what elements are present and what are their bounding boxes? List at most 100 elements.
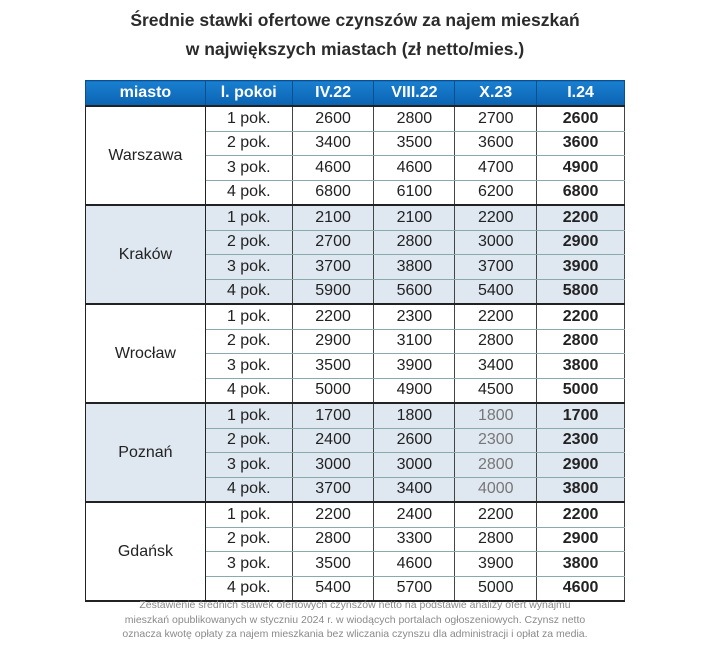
rooms-cell: 3 pok. — [204, 452, 293, 478]
rooms-cell: 4 pok. — [204, 278, 293, 305]
price-cell: 2900 — [536, 452, 625, 478]
price-cell: 2200 — [291, 501, 375, 528]
rent-table: miasto l. pokoi IV.22 VIII.22 X.23 I.24 … — [85, 80, 625, 602]
price-cell: 2800 — [373, 105, 456, 132]
price-cell: 3600 — [536, 130, 625, 156]
price-cell: 3300 — [373, 526, 456, 552]
city-group: Poznań 1 pok. 1700 1800 1800 1700 2 pok. 2400 26… — [85, 402, 625, 503]
price-cell: 4600 — [373, 551, 456, 577]
price-cell: 3500 — [373, 130, 456, 156]
table-row: Wrocław 1 pok. 2200 2300 2200 2200 — [85, 303, 625, 404]
price-cell: 3800 — [536, 476, 625, 503]
title-line-2: w największych miastach (zł netto/mies.) — [185, 39, 525, 59]
city-cell: Poznań — [85, 402, 206, 503]
price-cell: 6800 — [536, 179, 625, 206]
price-cell: 3800 — [373, 254, 456, 280]
price-cell: 6800 — [291, 179, 375, 206]
price-cell: 2800 — [454, 452, 538, 478]
header-x23: X.23 — [454, 80, 538, 107]
price-cell: 2600 — [373, 427, 456, 453]
price-cell: 3600 — [454, 130, 538, 156]
price-cell: 5000 — [291, 377, 375, 404]
price-cell: 2200 — [454, 204, 538, 231]
price-cell: 3000 — [291, 452, 375, 478]
price-cell: 4700 — [454, 155, 538, 181]
price-cell: 5400 — [454, 278, 538, 305]
price-cell: 1800 — [373, 402, 456, 429]
rooms-cell: 1 pok. — [204, 501, 293, 528]
price-cell: 2300 — [454, 427, 538, 453]
table-row: 3 pok. 4600 4600 4700 4900 — [86, 155, 625, 181]
price-cell: 6200 — [454, 179, 538, 206]
page-title: Średnie stawki ofertowe czynszów za naje… — [0, 6, 710, 64]
price-cell: 2200 — [536, 501, 625, 528]
price-cell: 3400 — [291, 130, 375, 156]
rooms-cell: 4 pok. — [204, 476, 293, 503]
city-group: Wrocław 1 pok. 2200 2300 2200 2200 2 pok. 2900 3… — [85, 303, 625, 404]
table-row: 2 pok. 2800 3300 2800 2900 — [86, 526, 625, 552]
title-line-1: Średnie stawki ofertowe czynszów za naje… — [130, 10, 580, 30]
header-row: miasto l. pokoi IV.22 VIII.22 X.23 I.24 — [85, 80, 625, 107]
city-cell: Wrocław — [85, 303, 206, 404]
price-cell: 3800 — [536, 551, 625, 577]
price-cell: 3700 — [291, 254, 375, 280]
header-viii22: VIII.22 — [373, 80, 456, 107]
rooms-cell: 4 pok. — [204, 575, 293, 602]
footnote: Zestawienie średnich stawek ofertowych c… — [0, 598, 710, 642]
rooms-cell: 3 pok. — [204, 254, 293, 280]
rooms-cell: 1 pok. — [204, 402, 293, 429]
price-cell: 5400 — [291, 575, 375, 602]
price-cell: 3000 — [373, 452, 456, 478]
price-cell: 4600 — [291, 155, 375, 181]
city-cell: Kraków — [85, 204, 206, 305]
rooms-cell: 2 pok. — [204, 427, 293, 453]
table-row: Poznań 1 pok. 1700 1800 1800 1700 — [85, 402, 625, 503]
table-row: 3 pok. 3500 4600 3900 3800 — [86, 551, 625, 577]
price-cell: 3700 — [454, 254, 538, 280]
price-cell: 2200 — [536, 303, 625, 330]
price-cell: 2100 — [291, 204, 375, 231]
rooms-cell: 1 pok. — [204, 303, 293, 330]
price-cell: 6100 — [373, 179, 456, 206]
price-cell: 3900 — [536, 254, 625, 280]
price-cell: 2800 — [536, 328, 625, 354]
table-row: 2 pok. 2700 2800 3000 2900 — [86, 229, 625, 255]
price-cell: 3400 — [373, 476, 456, 503]
price-cell: 2300 — [373, 303, 456, 330]
rooms-cell: 3 pok. — [204, 551, 293, 577]
price-cell: 1700 — [291, 402, 375, 429]
rooms-cell: 4 pok. — [204, 179, 293, 206]
price-cell: 1700 — [536, 402, 625, 429]
price-cell: 2800 — [373, 229, 456, 255]
city-group: Kraków 1 pok. 2100 2100 2200 2200 2 pok. 2700 28… — [85, 204, 625, 305]
table-row: 3 pok. 3700 3800 3700 3900 — [86, 254, 625, 280]
table-row: 2 pok. 2900 3100 2800 2800 — [86, 328, 625, 354]
price-cell: 3000 — [454, 229, 538, 255]
price-cell: 2600 — [291, 105, 375, 132]
price-cell: 2400 — [373, 501, 456, 528]
rooms-cell: 3 pok. — [204, 155, 293, 181]
price-cell: 5000 — [536, 377, 625, 404]
table-row: 4 pok. 6800 6100 6200 6800 — [86, 179, 625, 206]
footnote-line-3: oznacza kwotę opłaty za najem mieszkania… — [122, 628, 588, 640]
price-cell: 2800 — [291, 526, 375, 552]
price-cell: 2800 — [454, 526, 538, 552]
price-cell: 4900 — [373, 377, 456, 404]
price-cell: 3500 — [291, 551, 375, 577]
rooms-cell: 2 pok. — [204, 328, 293, 354]
price-cell: 1800 — [454, 402, 538, 429]
price-cell: 2600 — [536, 105, 625, 132]
price-cell: 2200 — [536, 204, 625, 231]
table-row: 2 pok. 2400 2600 2300 2300 — [86, 427, 625, 453]
rooms-cell: 1 pok. — [204, 105, 293, 132]
footnote-line-2: mieszkań opublikowanych w styczniu 2024 … — [124, 613, 586, 626]
rooms-cell: 3 pok. — [204, 353, 293, 379]
city-group: Gdańsk 1 pok. 2200 2400 2200 2200 2 pok. 2800 33… — [85, 501, 625, 602]
rooms-cell: 1 pok. — [204, 204, 293, 231]
city-cell: Warszawa — [85, 105, 206, 206]
price-cell: 2800 — [454, 328, 538, 354]
price-cell: 2200 — [291, 303, 375, 330]
header-i24: I.24 — [536, 80, 625, 107]
price-cell: 5000 — [454, 575, 538, 602]
price-cell: 2900 — [536, 526, 625, 552]
